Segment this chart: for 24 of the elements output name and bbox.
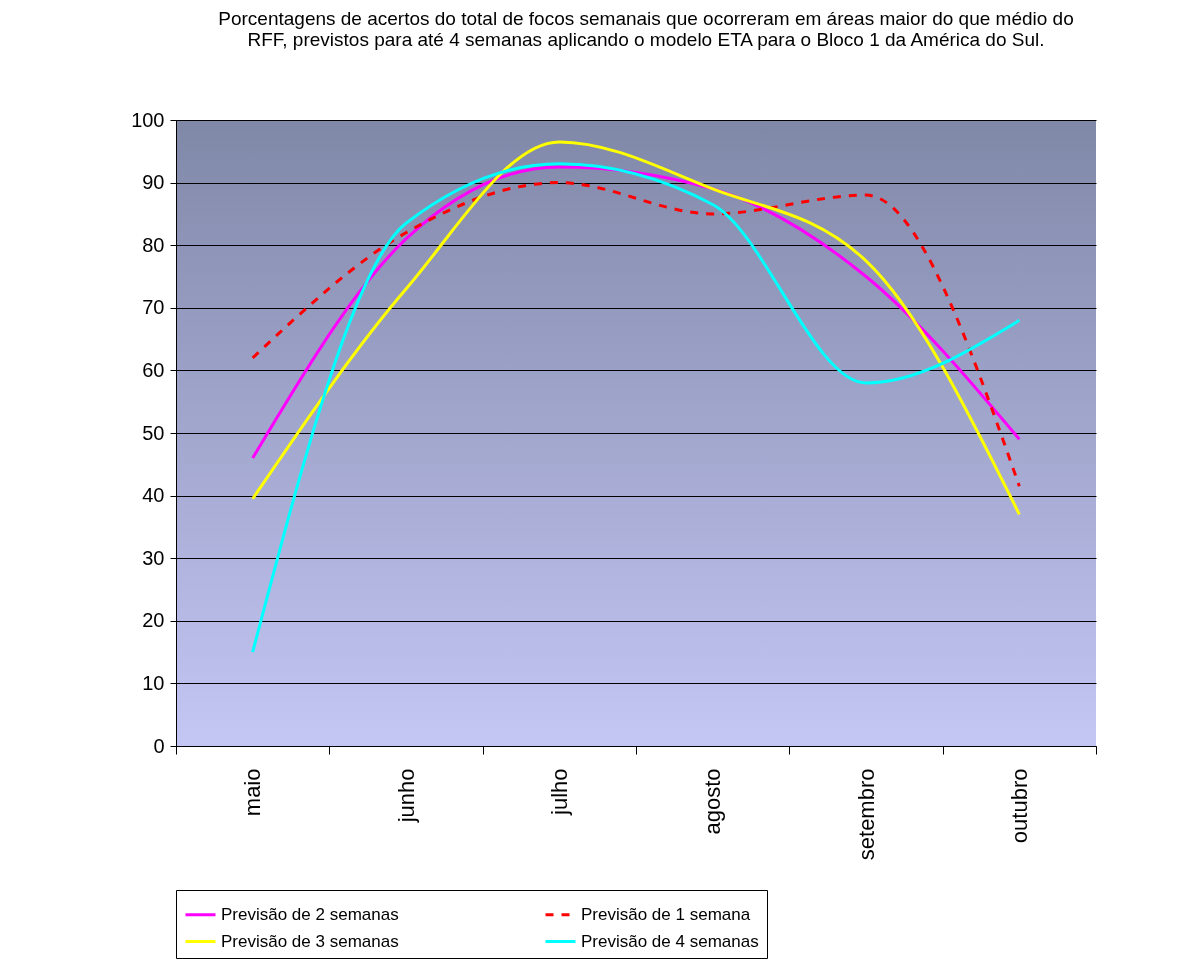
y-tick-label: 0 (153, 734, 165, 757)
y-tick-label: 100 (131, 108, 165, 131)
y-tick-label: 70 (142, 296, 165, 319)
legend-label: Previsão de 1 semana (581, 904, 751, 924)
x-tick-label: agosto (700, 768, 726, 835)
line-series (251, 140, 1021, 516)
legend-label: Previsão de 2 semanas (221, 904, 399, 924)
y-tick-label: 40 (142, 484, 165, 507)
y-tick-label: 90 (142, 171, 165, 194)
x-tick-label: outubro (1006, 768, 1032, 844)
y-tick-label: 20 (142, 609, 165, 632)
y-tick-label: 50 (142, 421, 165, 444)
line-series (251, 162, 1021, 654)
legend-label: Previsão de 3 semanas (221, 931, 399, 951)
x-tick-label: junho (393, 768, 419, 824)
legend-label: Previsão de 4 semanas (581, 931, 759, 951)
y-tick-label: 60 (142, 358, 165, 381)
y-tick-label: 10 (142, 671, 165, 694)
y-tick-label: 80 (142, 233, 165, 256)
x-tick-label: maio (240, 768, 266, 817)
x-tick-label: setembro (853, 768, 879, 861)
y-tick-label: 30 (142, 546, 165, 569)
x-tick-label: julho (546, 768, 572, 816)
chart-title: Porcentagens de acertos do total de focos semanais que ocorreram em áreas maior do que médio do RFF, previstos para até 4 semanas aplicando o modelo ETA para o Bloco 1 da América do Sul. (218, 8, 1074, 50)
